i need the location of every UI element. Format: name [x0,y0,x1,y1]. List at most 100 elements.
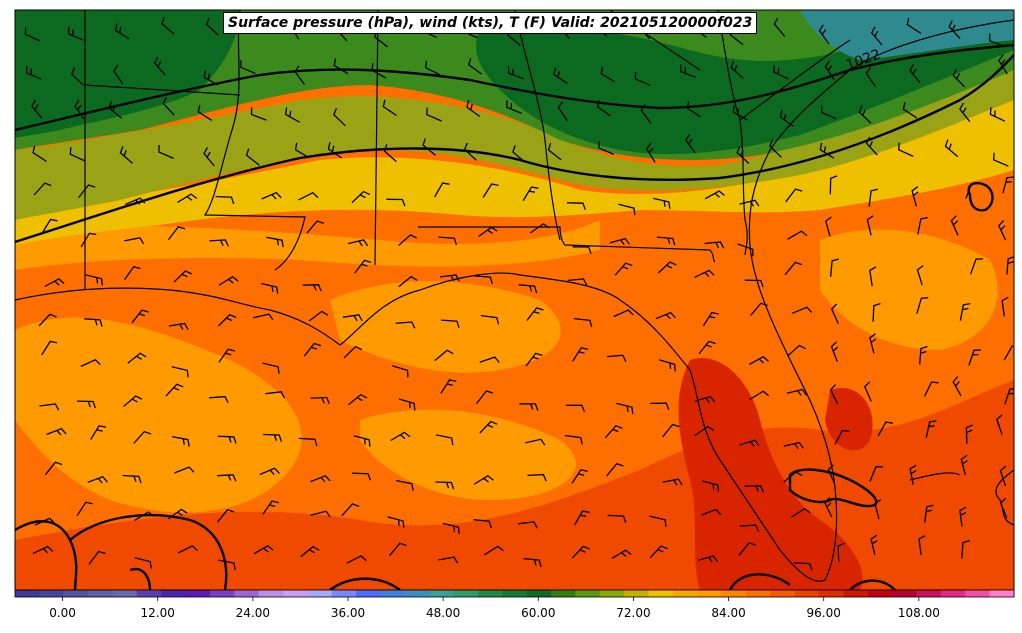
wind-barb [173,270,192,283]
wind-barb [310,475,331,483]
wind-barb [1015,548,1022,566]
wind-barb [306,220,325,234]
temperature-fill-yellow [15,90,1014,245]
wind-barb [84,318,103,327]
wind-barb [438,236,458,246]
wind-barb [507,66,524,80]
wind-barb [352,472,372,481]
wind-barb [959,506,967,527]
colorbar-swatch [892,590,918,597]
wind-barb [167,226,186,240]
wind-barb [300,545,320,558]
wind-barb [298,437,318,447]
wind-barb [829,175,838,195]
wind-barb [67,26,84,41]
wind-barb [90,425,107,440]
temperature-fill-teal [800,10,1014,60]
wind-barb [172,436,190,447]
colorbar-swatch [39,590,65,597]
wind-barb [571,469,588,484]
wind-barb [85,274,104,286]
wind-barb [791,306,813,314]
wind-barb [783,471,803,483]
wind-barb [830,341,839,362]
colorbar-swatch [843,590,869,597]
wind-barb [161,16,175,35]
wind-barb [218,313,237,327]
wind-barb [649,545,668,559]
wind-barb [697,555,719,563]
wind-barb [250,107,267,121]
wind-barb [865,136,878,156]
wind-barb [993,152,1009,167]
temperature-fill-red [678,358,863,590]
wind-barb [640,104,652,124]
colorbar-swatch [916,590,942,597]
wind-barb [342,314,363,322]
wind-barb [819,142,835,159]
wind-barb [680,64,696,78]
wind-barb [870,534,878,555]
wind-barb [989,107,1006,122]
wind-barb [333,107,346,127]
wind-barb [916,297,929,314]
wind-barb [613,309,634,318]
wind-barb [694,269,715,278]
wind-barb [702,480,720,492]
wind-barb [303,342,322,357]
colorbar-swatch [599,590,625,597]
wind-barb [952,68,966,88]
wind-barb [434,182,450,198]
wind-barb [482,183,499,198]
wind-barb [46,427,67,436]
wind-barb [438,556,459,564]
wind-barb [125,197,146,205]
wind-barb [611,549,632,559]
wind-barb [395,321,416,329]
colorbar-swatch [380,590,406,597]
wind-barb [553,67,568,84]
wind-barb [434,349,454,362]
wind-barb [346,555,367,564]
wind-barb [700,508,722,516]
wind-barb [557,101,568,122]
wind-barb [262,362,280,374]
wind-barb [398,275,418,288]
wind-barb [475,390,494,405]
wind-barb [168,322,189,330]
wind-barb [80,359,101,367]
wind-barb [351,190,371,204]
wind-barb [909,63,921,84]
wind-barb [261,191,282,200]
wind-barb [78,184,96,199]
wind-barb [960,454,968,476]
colorbar-swatch [697,590,723,597]
wind-barb [600,66,616,83]
wind-barb [215,195,235,205]
wind-barb [80,232,97,248]
colorbar-swatch [258,590,284,597]
wind-barb [948,20,961,39]
colorbar-swatch [770,590,796,597]
wind-barb [483,545,504,556]
colorbar-swatch [15,590,40,597]
wind-barb [1002,176,1014,194]
wind-barb [902,102,918,119]
wind-barb [253,545,274,555]
wind-barb [969,258,984,275]
colorbar-swatch [161,590,187,597]
wind-barb [784,261,803,276]
wind-barb [479,420,498,434]
wind-barb [425,60,441,76]
wind-barb [825,216,832,237]
wind-barb [604,425,623,439]
colorbar-swatch [136,590,162,597]
wind-barb [923,381,939,397]
wind-barb [302,284,322,292]
colorbar-swatch [989,590,1015,597]
wind-barb [77,400,97,409]
wind-barb [773,65,789,80]
wind-barb [38,313,57,327]
wind-barb [694,425,714,437]
wind-barb [919,345,928,365]
